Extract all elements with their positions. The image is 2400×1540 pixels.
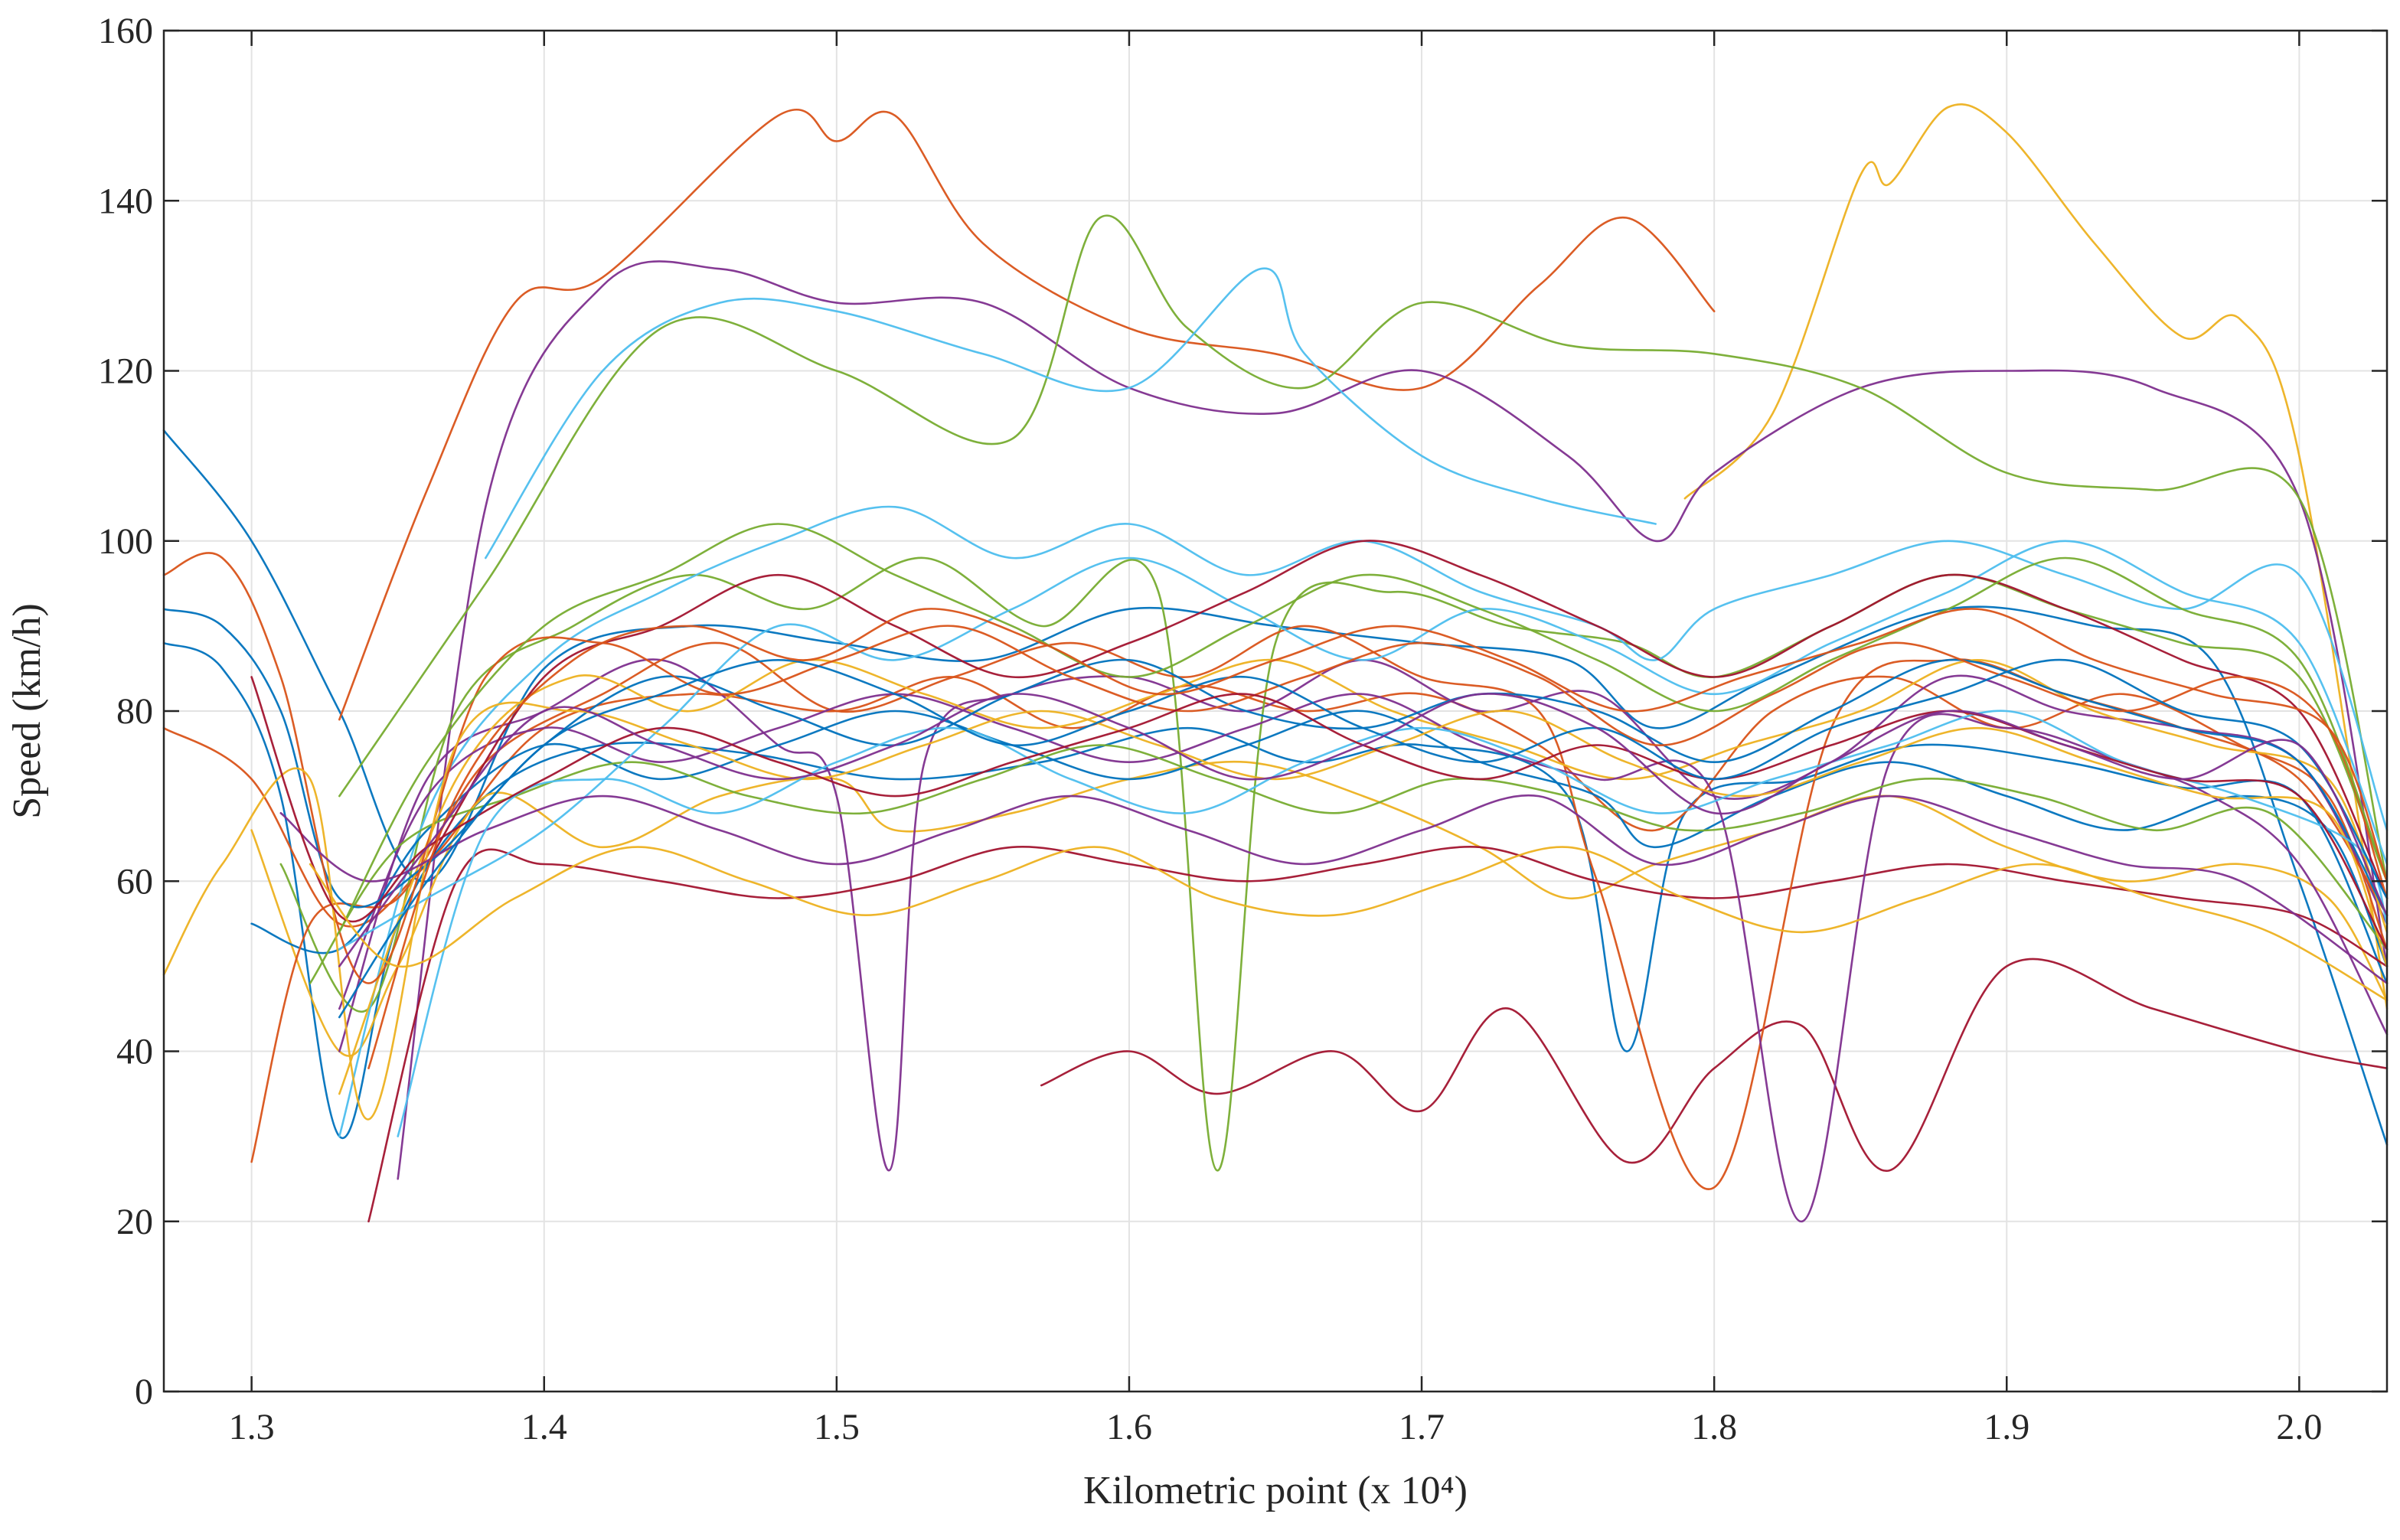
- series-line-25: [279, 794, 2389, 984]
- series-line-6: [485, 267, 1657, 560]
- x-tick-label: 1.5: [814, 1407, 860, 1447]
- y-tick-label: 100: [98, 521, 153, 562]
- series-lines: [162, 103, 2389, 1223]
- y-tick-label: 80: [116, 691, 153, 732]
- series-line-21: [426, 540, 2389, 899]
- series-line-15: [250, 710, 2389, 967]
- series-line-29: [338, 658, 2389, 1019]
- series-line-4: [397, 260, 2389, 1180]
- y-axis-title: Speed (km/h): [5, 603, 49, 819]
- series-line-13: [338, 505, 2389, 1137]
- series-line-10: [250, 760, 2389, 1057]
- x-tick-label: 1.3: [229, 1407, 275, 1447]
- x-axis-title: Kilometric point (x 10⁴): [1083, 1469, 1468, 1512]
- x-tick-label: 2.0: [2276, 1407, 2322, 1447]
- series-line-26: [338, 523, 2389, 934]
- y-tick-label: 20: [116, 1202, 153, 1242]
- series-line-20: [338, 540, 2389, 951]
- series-line-31: [309, 846, 2389, 1002]
- axes: [162, 29, 2389, 1393]
- series-line-3: [1683, 103, 2389, 1010]
- x-tick-label: 1.4: [521, 1407, 567, 1447]
- series-line-11: [338, 658, 2389, 1172]
- series-line-23: [162, 552, 2389, 984]
- y-tick-label: 0: [135, 1372, 153, 1412]
- y-tick-label: 120: [98, 351, 153, 392]
- grid: [164, 30, 2387, 1392]
- series-line-8: [162, 641, 2389, 1140]
- series-line-5: [338, 214, 2389, 883]
- x-tick-label: 1.8: [1691, 1407, 1737, 1447]
- tick-labels: 1.3 1.4 1.5 1.6 1.7 1.8 1.9 2.0 0 20 40 60 80 100 120 1…: [98, 11, 2322, 1447]
- series-line-22: [162, 608, 2389, 916]
- series-line-16: [250, 625, 2389, 1190]
- y-tick-label: 60: [116, 861, 153, 902]
- x-tick-label: 1.7: [1399, 1407, 1445, 1447]
- series-line-27: [397, 710, 2389, 1137]
- x-tick-label: 1.6: [1106, 1407, 1152, 1447]
- series-line-2: [338, 109, 1716, 721]
- y-tick-label: 40: [116, 1032, 153, 1072]
- y-tick-label: 140: [98, 181, 153, 221]
- series-line-30: [367, 608, 2389, 1069]
- y-tick-label: 160: [98, 11, 153, 51]
- x-tick-label: 1.9: [1984, 1407, 2029, 1447]
- series-line-24: [162, 701, 2389, 1121]
- series-line-7: [1040, 958, 2389, 1172]
- series-line-18: [338, 693, 2389, 1223]
- series-line-17: [338, 658, 2389, 1095]
- series-line-32: [338, 693, 2389, 967]
- series-line-14: [367, 846, 2389, 1223]
